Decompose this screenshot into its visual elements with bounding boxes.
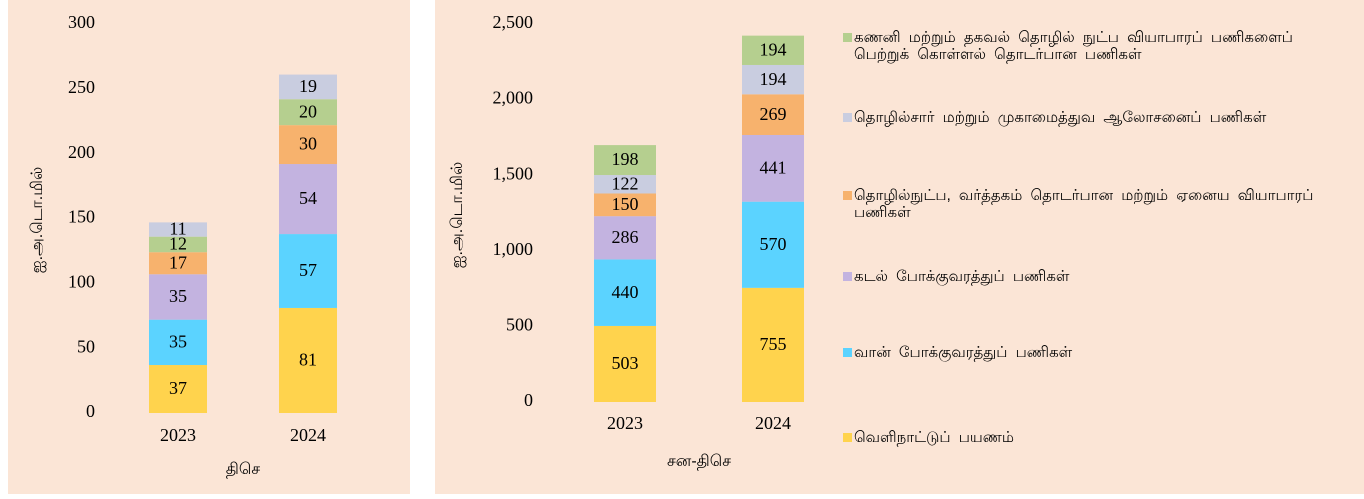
bar-segment	[594, 216, 656, 260]
data-label: 198	[612, 149, 639, 169]
bar-segment	[149, 222, 207, 237]
data-label: 57	[299, 260, 317, 280]
data-label: 194	[760, 69, 787, 89]
bar-segment	[742, 134, 804, 202]
y-tick-label: 1,000	[493, 239, 534, 259]
data-label: 755	[760, 334, 787, 354]
legend-item: தொழில்நுட்ப, வர்த்தகம் தொடர்பான மற்றும் …	[843, 187, 1343, 221]
bar-segment	[742, 287, 804, 402]
data-label: 35	[169, 331, 187, 351]
data-label: 194	[760, 39, 787, 59]
y-tick-label: 0	[86, 401, 95, 421]
y-axis-label: ஐ.அ.டொ.மில்	[29, 167, 46, 274]
y-tick-label: 100	[68, 271, 95, 291]
data-label: 441	[760, 157, 787, 177]
bar-segment	[594, 259, 656, 326]
bar-segment	[594, 325, 656, 402]
x-tick-label: 2024	[290, 425, 326, 445]
legend-item: கடல் போக்குவரத்துப் பணிகள்	[843, 268, 1343, 285]
panel-left	[8, 0, 410, 494]
bar-segment	[149, 236, 207, 253]
data-label: 20	[299, 101, 317, 121]
legend-label: கடல் போக்குவரத்துப் பணிகள்	[854, 268, 1070, 285]
panel-right	[435, 0, 1364, 494]
legend-item: கணனி மற்றும் தகவல் தொழில் நுட்ப வியாபாரப…	[843, 29, 1343, 63]
legend-item: வெளிநாட்டுப் பயணம்	[843, 429, 1343, 446]
y-tick-label: 2,500	[493, 12, 534, 32]
bar-segment	[594, 145, 656, 176]
data-label: 503	[612, 353, 639, 373]
bar-segment	[594, 175, 656, 194]
y-tick-label: 150	[68, 207, 95, 227]
bar-segment	[742, 64, 804, 95]
data-label: 12	[169, 234, 187, 254]
bar-segment	[742, 201, 804, 288]
data-label: 122	[612, 173, 639, 193]
legend-item: தொழில்சார் மற்றும் முகாமைத்துவ ஆலோசனைப் …	[843, 109, 1343, 126]
y-tick-label: 0	[524, 390, 533, 410]
legend-label: வான் போக்குவரத்துப் பணிகள்	[854, 344, 1073, 361]
bar-segment	[742, 94, 804, 135]
legend-item: வான் போக்குவரத்துப் பணிகள்	[843, 344, 1343, 361]
legend-swatch	[843, 348, 852, 357]
x-tick-label: 2024	[755, 413, 791, 433]
legend-label: தொழில்சார் மற்றும் முகாமைத்துவ ஆலோசனைப் …	[854, 109, 1267, 126]
data-label: 11	[169, 219, 186, 239]
y-tick-label: 200	[68, 142, 95, 162]
x-tick-label: 2023	[160, 425, 196, 445]
data-label: 81	[299, 350, 317, 370]
legend-swatch	[843, 113, 852, 122]
bar-segment	[149, 365, 207, 413]
x-axis-label: சன-திசெ	[667, 453, 731, 470]
bar-segment	[149, 319, 207, 366]
y-tick-label: 1,500	[493, 163, 534, 183]
bar-segment	[279, 125, 337, 165]
data-label: 150	[612, 194, 639, 214]
legend-label: தொழில்நுட்ப, வர்த்தகம் தொடர்பான மற்றும் …	[854, 187, 1314, 221]
y-axis-label: ஐ.அ.டொ.மில்	[449, 162, 466, 269]
y-tick-label: 500	[506, 315, 533, 335]
data-label: 286	[612, 227, 639, 247]
legend-swatch	[843, 272, 852, 281]
legend-swatch	[843, 433, 852, 442]
data-label: 37	[169, 378, 187, 398]
bar-segment	[279, 307, 337, 413]
data-label: 17	[169, 252, 187, 272]
x-tick-label: 2023	[607, 413, 643, 433]
y-tick-label: 50	[77, 336, 95, 356]
legend-label: வெளிநாட்டுப் பயணம்	[854, 429, 1014, 446]
bar-segment	[149, 274, 207, 320]
x-axis-label: திசெ	[226, 461, 261, 478]
bar-segment	[279, 74, 337, 100]
bar-segment	[742, 35, 804, 65]
y-tick-label: 250	[68, 77, 95, 97]
bar-segment	[279, 164, 337, 235]
y-tick-label: 2,000	[493, 88, 534, 108]
bar-segment	[279, 234, 337, 308]
y-tick-label: 300	[68, 12, 95, 32]
bar-segment	[594, 193, 656, 217]
data-label: 54	[299, 188, 317, 208]
data-label: 440	[612, 282, 639, 302]
data-label: 19	[299, 76, 317, 96]
bar-segment	[279, 99, 337, 126]
legend-label: கணனி மற்றும் தகவல் தொழில் நுட்ப வியாபாரப…	[854, 29, 1293, 63]
legend-swatch	[843, 191, 852, 200]
data-label: 30	[299, 134, 317, 154]
data-label: 269	[760, 104, 787, 124]
legend-swatch	[843, 33, 852, 42]
data-label: 35	[169, 286, 187, 306]
bar-segment	[149, 252, 207, 275]
data-label: 570	[760, 234, 787, 254]
